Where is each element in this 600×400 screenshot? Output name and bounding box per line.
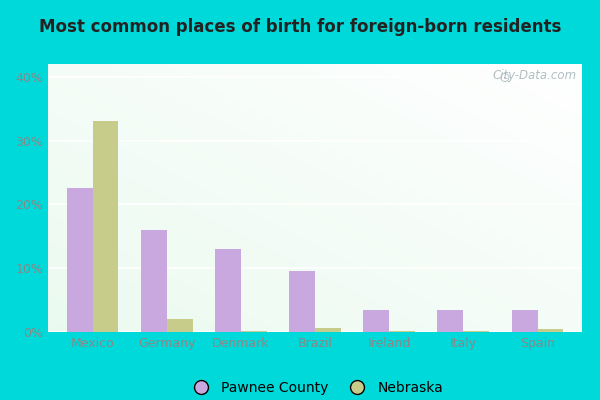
Bar — [363, 310, 389, 332]
Bar — [389, 331, 415, 332]
Bar — [215, 249, 241, 332]
Bar — [538, 329, 563, 332]
Bar — [241, 331, 267, 332]
Bar — [167, 319, 193, 332]
Bar — [67, 188, 92, 332]
Bar — [289, 271, 315, 332]
Bar — [141, 230, 167, 332]
Bar — [315, 328, 341, 332]
Text: City-Data.com: City-Data.com — [493, 69, 577, 82]
Bar — [463, 331, 489, 332]
Text: Most common places of birth for foreign-born residents: Most common places of birth for foreign-… — [39, 18, 561, 36]
Legend: Pawnee County, Nebraska: Pawnee County, Nebraska — [181, 375, 449, 400]
Text: ⊙: ⊙ — [498, 71, 510, 85]
Bar — [512, 310, 538, 332]
Bar — [437, 310, 463, 332]
Bar — [92, 122, 118, 332]
